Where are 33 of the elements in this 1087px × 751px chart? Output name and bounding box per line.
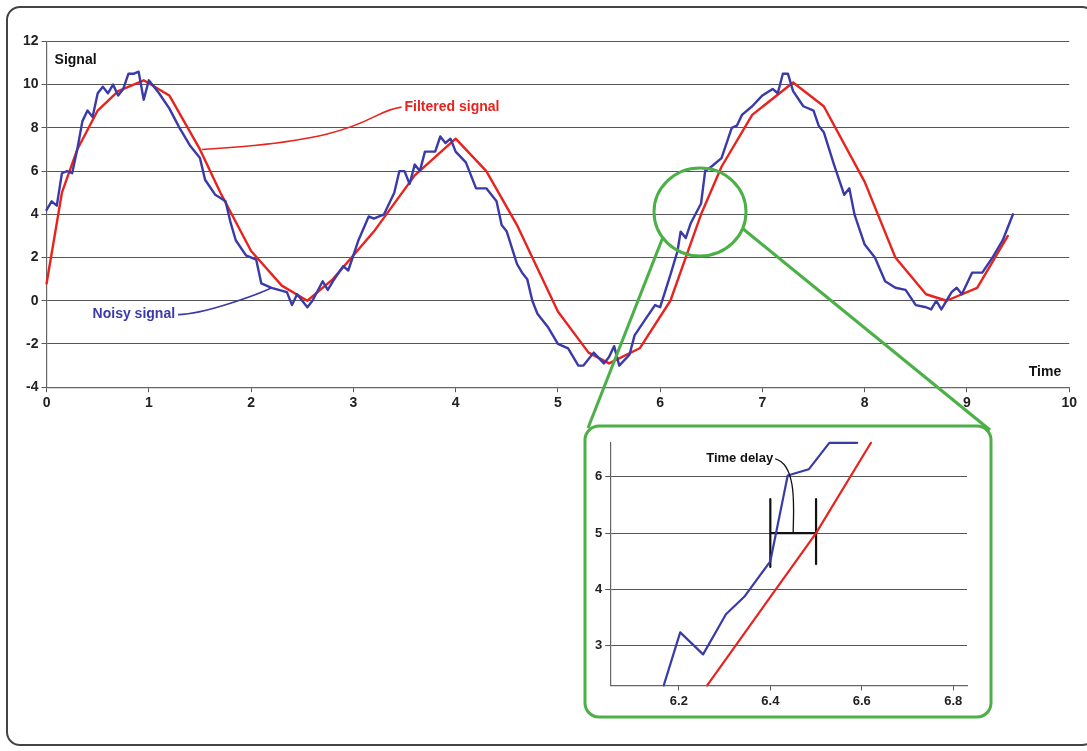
x-tick-label: 10 [1061, 394, 1078, 411]
y-tick-label: 5 [595, 524, 603, 540]
y-axis-title: Signal [54, 51, 97, 68]
y-tick-label: 12 [22, 32, 39, 49]
y-tick-label: 2 [30, 248, 39, 265]
x-tick-label: 8 [860, 394, 869, 411]
y-tick-label: 10 [22, 75, 39, 92]
x-axis-title: Time [1028, 363, 1062, 380]
x-tick-label: 6.8 [944, 692, 963, 708]
y-tick-label: 0 [30, 291, 39, 308]
x-tick-label: 9 [963, 394, 972, 411]
x-tick-label: 5 [553, 394, 562, 411]
y-tick-label: 6 [30, 161, 39, 178]
x-tick-label: 7 [758, 394, 767, 411]
x-tick-label: 3 [349, 394, 358, 411]
x-tick-label: 6.4 [761, 692, 781, 708]
y-tick-label: 4 [30, 205, 39, 222]
x-tick-label: 1 [144, 394, 153, 411]
text: Filtered signal [404, 97, 500, 114]
x-tick-label: 6 [656, 394, 665, 411]
y-tick-label: 4 [595, 581, 603, 597]
y-tick-label: -4 [26, 378, 39, 395]
y-tick-label: 6 [595, 468, 603, 484]
x-tick-label: 0 [42, 394, 51, 411]
x-tick-label: 6.2 [669, 692, 688, 708]
x-tick-label: 4 [451, 394, 460, 411]
y-tick-label: 8 [30, 118, 39, 135]
y-tick-label: -2 [26, 334, 39, 351]
text: Noisy signal [92, 305, 176, 322]
x-tick-label: 2 [247, 394, 256, 411]
annotation: Time delay [706, 449, 774, 465]
y-tick-label: 3 [595, 637, 603, 653]
x-tick-label: 6.6 [852, 692, 871, 708]
